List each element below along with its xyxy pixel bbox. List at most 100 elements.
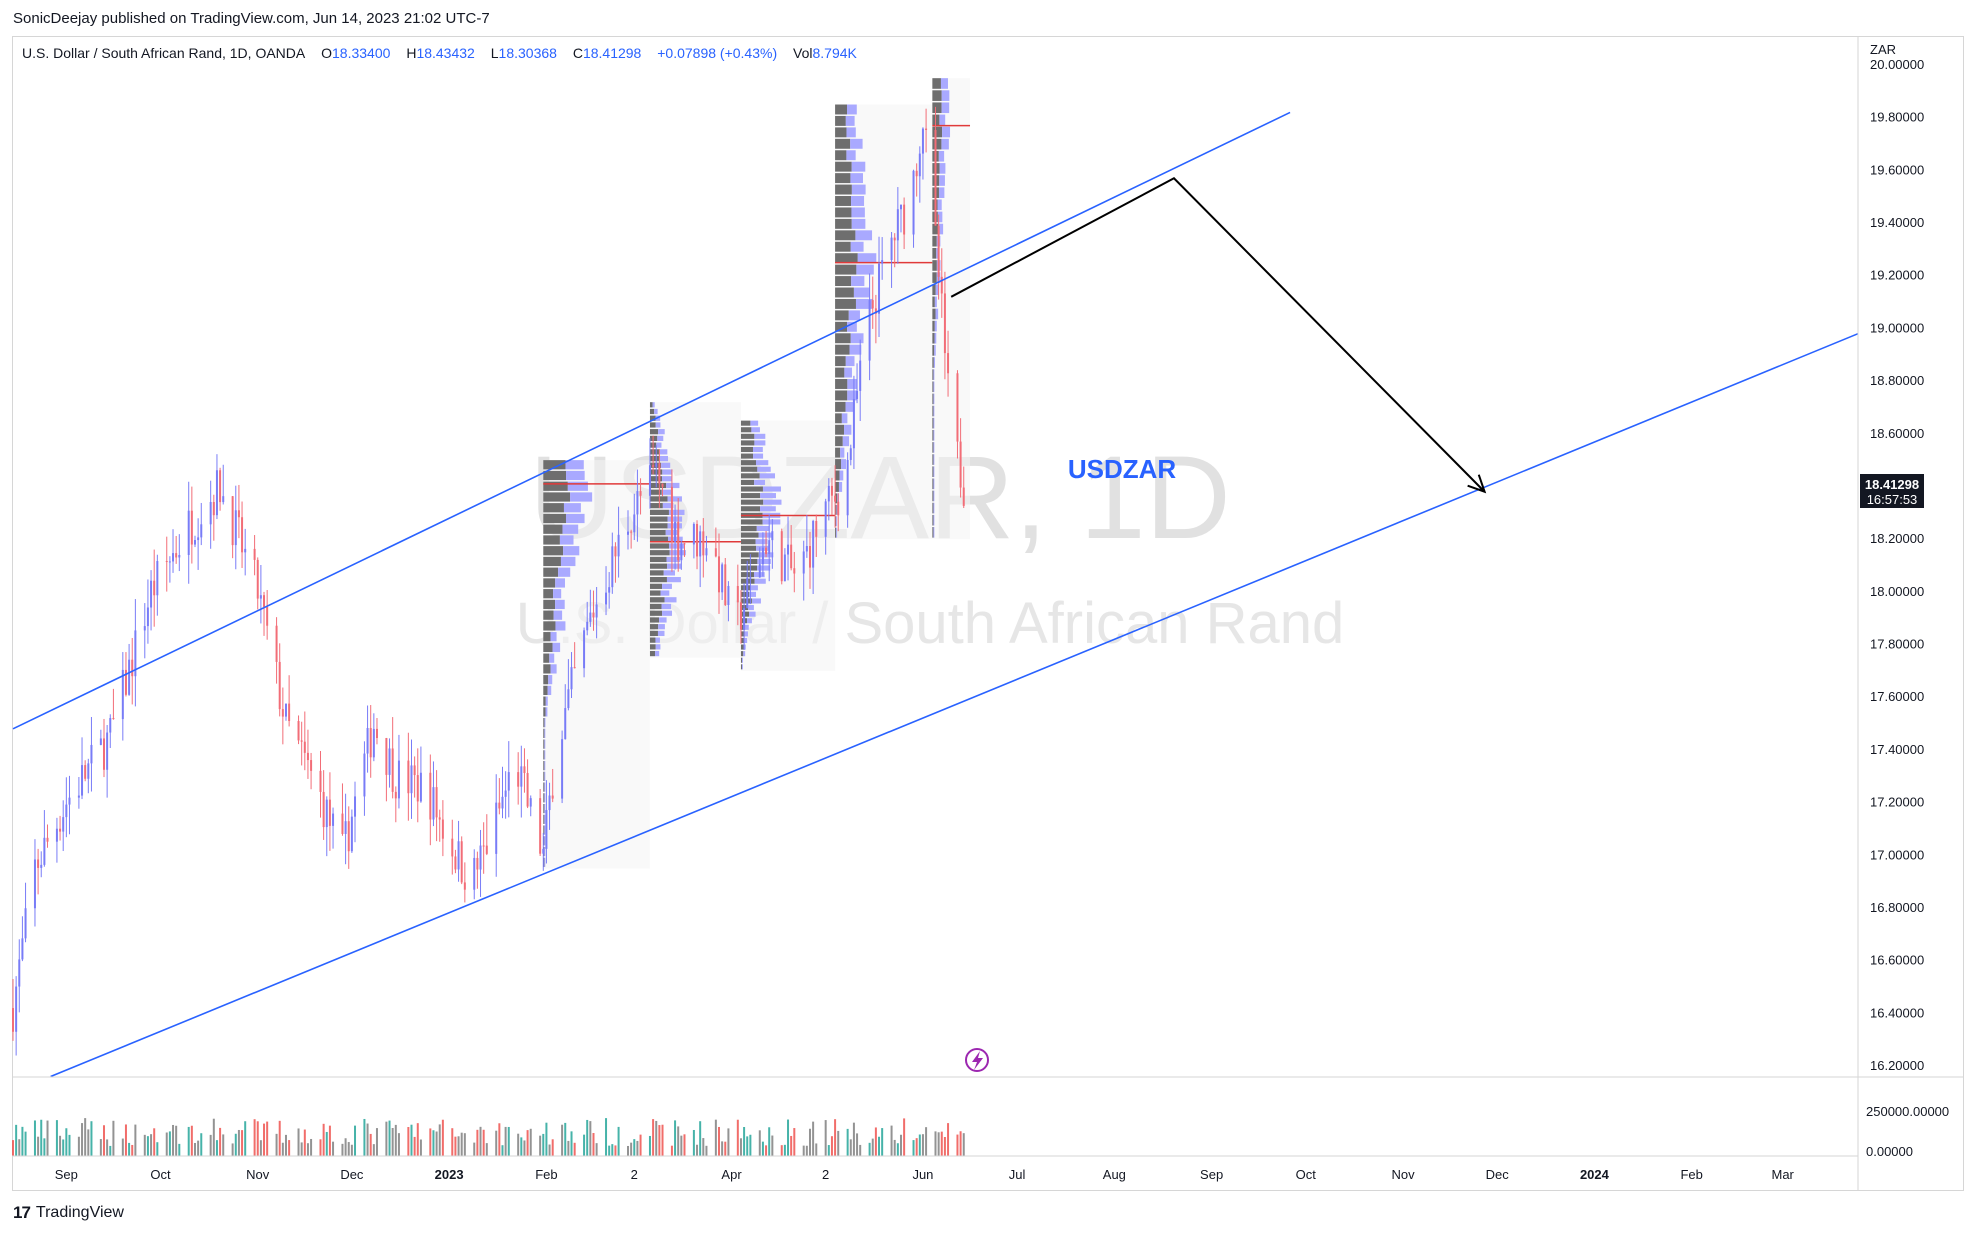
profile-row-gray [835,150,847,161]
candle-body [815,520,818,537]
profile-row-gray [649,509,669,515]
profile-row-gray [543,803,545,814]
volume-bar [921,1134,924,1156]
profile-row-blue [844,367,852,378]
profile-row-gray [649,563,668,569]
volume-bar [55,1120,58,1156]
candle-body [896,209,899,241]
profile-row-blue [666,482,680,489]
candle-body [520,766,523,787]
candle-body [131,659,134,677]
volume-bar [131,1144,134,1156]
price-tick-label: 19.20000 [1870,268,1924,283]
candle-body [410,765,413,794]
price-axis[interactable]: 16.20000 16.40000 16.60000 16.80000 17.00000… [1857,36,1924,1190]
profile-row-blue [851,196,865,206]
volume-bar [947,1123,950,1156]
volume-bar [586,1119,589,1156]
tradingview-logo[interactable]: 17 TradingView [13,1203,124,1223]
volume-bar [460,1132,463,1156]
volume-bar [871,1138,874,1156]
profile-row-blue [846,150,856,161]
profile-row-blue [934,332,937,344]
profile-row-blue [933,454,935,465]
candle-body [172,553,175,562]
profile-row-blue [754,578,766,584]
profile-row-gray [835,424,845,435]
candle-body [479,845,482,870]
profile-row-gray [932,126,943,138]
volume-bar [156,1142,159,1156]
flash-icon[interactable] [965,1048,989,1072]
candle-body [150,580,153,608]
profile-row-gray [835,104,848,115]
candle-body [256,559,259,599]
profile-row-gray [835,184,852,195]
profile-row-gray [740,440,755,446]
volume-bar [890,1125,893,1156]
chart-frame[interactable] [12,36,1964,1191]
time-axis[interactable]: Sep Oct Nov Dec 2023 Feb 2 Apr 2 Jun Jul Aug Sep Oct N… [55,1167,1795,1182]
candle-body [677,521,680,561]
volume-bar [943,1137,946,1156]
profile-row-gray [835,173,851,184]
candle-body [611,546,614,588]
profile-row-gray [932,320,935,332]
profile-row-blue [661,603,672,610]
candle-body [385,737,388,775]
volume-bar [523,1140,526,1156]
volume-bar [172,1124,175,1156]
usdzar-label[interactable]: USDZAR [1068,454,1177,484]
profile-row-gray [932,490,934,502]
candle-body [65,804,68,818]
volume-bar [300,1142,303,1156]
candle-body [749,577,752,579]
profile-row-gray [649,630,658,637]
profile-row-blue [754,433,766,439]
volume-bar [498,1123,501,1156]
candle-body [680,543,683,561]
volume-bar [46,1120,49,1156]
profile-row-blue [555,621,566,631]
candle-body [881,260,884,264]
profile-row-blue [760,493,776,499]
volume-bar [187,1126,190,1156]
volume-bar [589,1121,592,1156]
candle-body [231,496,234,546]
profile-row-gray [932,284,936,296]
volume-bar [790,1135,793,1156]
volume-bar [736,1119,739,1156]
time-tick-label: Jul [1009,1167,1026,1182]
volume-bar [627,1145,629,1156]
time-tick-label: Nov [1391,1167,1415,1182]
volume-bar [636,1140,639,1156]
profile-row-blue [935,308,939,320]
volume-bar [912,1140,915,1156]
profile-row-blue [550,664,557,674]
profile-row-gray [740,644,744,650]
candle-body [717,556,720,593]
candle-body [495,802,498,854]
profile-row-blue [850,333,864,344]
profile-row-gray [835,516,837,527]
channel-lines[interactable] [12,111,1859,1078]
candle-body [548,795,551,811]
volume-bar [244,1121,247,1156]
profile-row-gray [835,356,846,367]
volume-bar [787,1119,790,1156]
candle-body [310,760,313,771]
volume-bar [520,1137,523,1156]
profile-row-gray [543,535,560,545]
profile-row-gray [543,470,567,481]
profile-row-blue [662,469,673,475]
candle-body [683,543,686,545]
profile-row-blue [841,459,847,470]
candle-body [564,708,567,740]
profile-row-blue [750,585,758,591]
projection-arrow[interactable] [950,177,1487,494]
volume-bar [90,1121,93,1156]
legend-open-label: O [321,45,333,61]
profile-row-gray [932,405,934,417]
profile-row-gray [649,577,667,583]
